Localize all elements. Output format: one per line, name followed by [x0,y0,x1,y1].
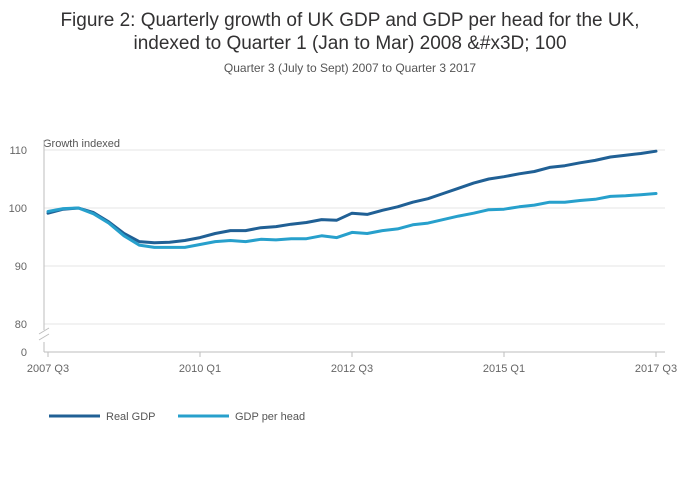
legend-label-gdp-per-head: GDP per head [235,411,305,423]
y-tick-label-110: 110 [9,145,27,157]
grid-layer [44,149,665,325]
legend: Real GDP GDP per head [49,411,305,423]
x-tick-label-0: 2007 Q3 [27,363,69,375]
chart-subtitle: Quarter 3 (July to Sept) 2007 to Quarter… [224,61,476,75]
x-tick-label-10: 2010 Q1 [179,363,221,375]
y-axis-label: Growth indexed [43,138,120,150]
legend-label-real-gdp: Real GDP [106,411,156,423]
y-tick-label-80: 80 [15,319,27,331]
series-line-real-gdp [46,149,658,245]
chart-title-line-2: indexed to Quarter 1 (Jan to Mar) 2008 &… [133,33,566,54]
y-tick-label-90: 90 [15,261,27,273]
x-tick-label-20: 2012 Q3 [331,363,373,375]
y-axis-break-mark-2 [38,333,50,341]
x-tick-label-30: 2015 Q1 [483,363,525,375]
y-tick-label-100: 100 [9,203,27,215]
y-tick-label-0: 0 [21,347,27,359]
series-line-gdp-per-head [46,192,658,249]
y-axis-break-mark-1 [38,327,50,335]
axis-layer: 0 80 90 100 110 2007 Q3 2010 Q1 2012 Q3 2015 Q1 2… [9,140,677,375]
series-layer [46,149,658,249]
x-tick-label-40: 2017 Q3 [635,363,677,375]
chart-title-line-1: Figure 2: Quarterly growth of UK GDP and… [60,10,639,31]
